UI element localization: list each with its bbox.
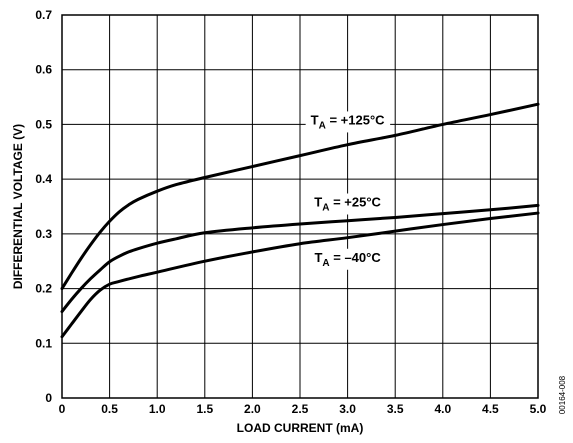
- series-label-125-main: T: [311, 112, 319, 127]
- series-label-125-rest: = +125°C: [326, 112, 385, 127]
- x-tick-label: 3.5: [387, 402, 404, 416]
- series-lines: [60, 102, 540, 339]
- y-tick-label: 0.5: [35, 117, 52, 131]
- y-tick-label: 0.2: [35, 282, 52, 296]
- tick-labels: 0 0.5 1.0 1.5 2.0 2.5 3.0 3.5 4.0 4.5 5.0 0 0.1 0.2 0.…: [35, 8, 546, 416]
- x-tick-label: 0.5: [101, 402, 118, 416]
- figure-code: 00164-008: [558, 375, 567, 414]
- y-tick-label: 0.6: [35, 63, 52, 77]
- x-tick-label: 1.5: [196, 402, 213, 416]
- series-label-bg-25: [309, 193, 387, 215]
- series-label-bg-minus40: [309, 248, 387, 270]
- series-label-25-main: T: [314, 195, 322, 210]
- x-tick-label: 1.0: [149, 402, 166, 416]
- x-tick-label: 4.5: [482, 402, 499, 416]
- x-tick-label: 2.5: [292, 402, 309, 416]
- x-tick-label: 5.0: [530, 402, 547, 416]
- series-line-125: [60, 102, 540, 291]
- series-label-minus40-rest: = –40°C: [330, 250, 382, 265]
- y-tick-label: 0.1: [35, 336, 52, 350]
- series-line-minus40: [60, 211, 540, 339]
- x-tick-label: 3.0: [339, 402, 356, 416]
- series-label-minus40-sub: A: [322, 258, 329, 269]
- series-label-minus40: TA = –40°C: [314, 250, 381, 269]
- series-line-25: [60, 203, 540, 314]
- x-tick-label: 4.0: [434, 402, 451, 416]
- y-tick-label: 0.3: [35, 227, 52, 241]
- series-label-25: TA = +25°C: [314, 195, 381, 214]
- y-tick-label: 0.4: [35, 172, 52, 186]
- series-label-125-sub: A: [319, 120, 326, 131]
- x-axis-label: LOAD CURRENT (mA): [237, 421, 364, 435]
- series-label-125: TA = +125°C: [311, 112, 385, 131]
- plot-frame: [61, 14, 539, 399]
- x-tick-label: 2.0: [244, 402, 261, 416]
- series-label-minus40-main: T: [314, 250, 322, 265]
- y-tick-label: 0: [45, 391, 52, 405]
- series-label-25-sub: A: [322, 203, 329, 214]
- series-label-bg-125: [305, 111, 391, 133]
- grid-lines: [61, 14, 539, 399]
- x-tick-label: 0: [59, 402, 66, 416]
- y-axis-label: DIFFERENTIAL VOLTAGE (V): [11, 124, 25, 289]
- series-label-25-rest: = +25°C: [329, 195, 381, 210]
- y-tick-label: 0.7: [35, 8, 52, 22]
